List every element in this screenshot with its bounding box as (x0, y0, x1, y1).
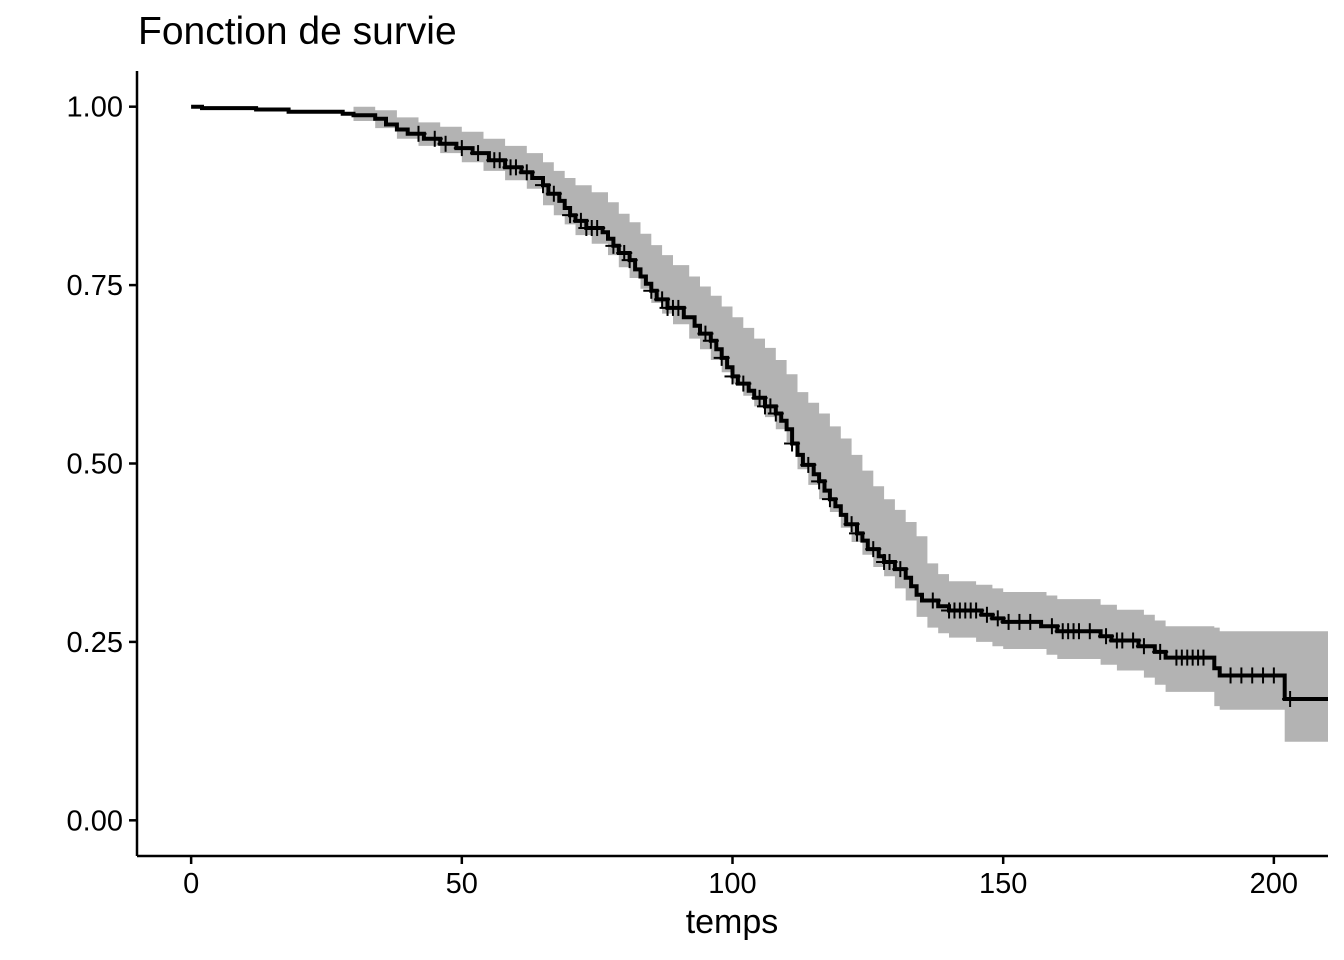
censor-mark (470, 145, 487, 162)
censor-mark (821, 491, 838, 508)
censor-mark (1043, 618, 1060, 635)
censor-mark (437, 135, 454, 152)
censor-mark (735, 375, 752, 392)
censor-mark (1152, 643, 1169, 660)
x-tick-label: 100 (708, 868, 756, 900)
confidence-band (191, 106, 1329, 742)
censor-mark (1125, 632, 1142, 649)
censor-mark (507, 159, 524, 176)
censor-mark (654, 291, 671, 308)
y-tick-label: 0.50 (67, 449, 123, 481)
censor-mark (978, 606, 995, 623)
y-axis: 0.00 0.25 0.50 0.75 1.00 (67, 92, 137, 837)
censor-mark (1081, 623, 1098, 640)
censor-mark (989, 610, 1006, 627)
censor-mark (892, 561, 909, 578)
censor-mark (562, 207, 579, 224)
censor-mark (1022, 613, 1039, 630)
y-tick-label: 0.00 (67, 805, 123, 837)
x-tick-label: 50 (446, 868, 478, 900)
censor-mark (491, 152, 508, 169)
plot-area (191, 104, 1329, 742)
censor-mark (535, 177, 552, 194)
censor-mark (865, 541, 882, 558)
censor-mark (849, 525, 866, 542)
censor-mark (589, 220, 606, 236)
censor-mark (924, 592, 941, 609)
censor-mark (545, 185, 562, 202)
censor-mark (453, 140, 470, 157)
censor-mark (702, 332, 719, 349)
censor-mark (751, 389, 768, 406)
censor-mark (724, 368, 741, 385)
censor-mark (518, 164, 535, 181)
y-tick-label: 0.75 (67, 270, 123, 302)
censor-mark (1265, 667, 1282, 684)
censor-mark (605, 237, 622, 254)
y-tick-label: 0.25 (67, 627, 123, 659)
censor-mark (643, 282, 660, 299)
chart-title: Fonction de survie (138, 10, 457, 53)
censor-mark (713, 349, 730, 366)
x-axis-label: temps (686, 903, 779, 941)
censor-mark (811, 473, 828, 490)
censor-mark (843, 516, 860, 533)
censor-mark (881, 553, 898, 570)
censor-marks (410, 125, 1299, 707)
censor-mark (621, 252, 638, 269)
censor-mark (1098, 628, 1115, 645)
censor-mark (1195, 649, 1212, 666)
censor-mark (784, 435, 801, 452)
censor-mark (1135, 638, 1152, 655)
censor-mark (1282, 691, 1299, 707)
censor-mark (426, 130, 443, 147)
y-tick-label: 1.00 (67, 92, 123, 124)
censor-mark (968, 602, 985, 619)
censor-mark (800, 456, 817, 473)
x-tick-label: 150 (979, 868, 1027, 900)
x-tick-label: 200 (1250, 868, 1298, 900)
censor-mark (767, 405, 784, 422)
censor-mark (410, 125, 427, 142)
x-tick-label: 0 (183, 868, 199, 900)
censor-mark (670, 299, 687, 316)
x-axis: 0 50 100 150 200 (183, 856, 1298, 900)
